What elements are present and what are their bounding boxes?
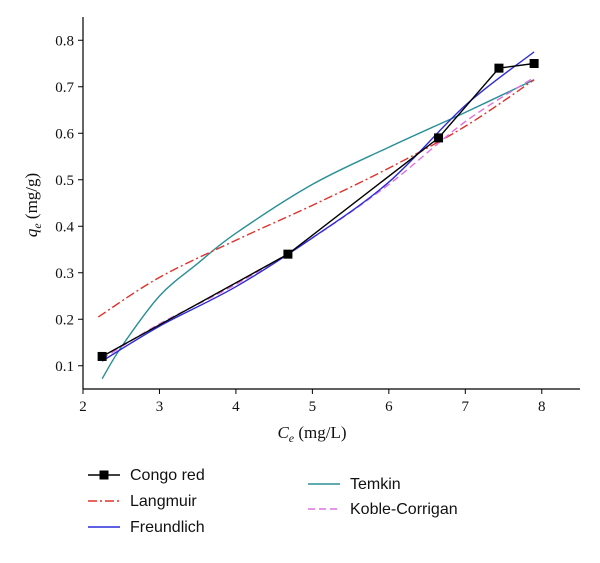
legend: Congo red Langmuir Freundlich Temkin Koble-C…	[88, 467, 458, 536]
legend-label-freundlich: Freundlich	[130, 519, 205, 536]
y-tick-label: 0.6	[55, 126, 74, 142]
legend-label-koble-corrigan: Koble-Corrigan	[350, 501, 458, 518]
x-tick-label: 3	[156, 399, 164, 415]
axes	[82, 17, 580, 390]
x-axis-unit: (mg/L)	[294, 423, 346, 442]
x-tick-label: 7	[462, 399, 470, 415]
series-freundlich-line	[101, 51, 535, 362]
ticks: 2 3 4 5 6 7 8 0.1 0.2 0.3 0.4 0.5 0.6 0.7 0.8	[55, 33, 545, 415]
legend-marker-congo-red	[99, 470, 109, 480]
series-temkin-line	[101, 79, 535, 380]
y-tick-label: 0.3	[55, 266, 74, 282]
x-tick-label: 6	[385, 399, 393, 415]
y-tick-label: 0.2	[55, 312, 74, 328]
x-axis-symbol: C	[277, 423, 289, 442]
y-tick-label: 0.8	[55, 33, 74, 49]
legend-label-congo-red: Congo red	[130, 467, 205, 484]
y-axis-subscript: e	[30, 223, 44, 229]
legend-item-langmuir: Langmuir	[88, 493, 197, 510]
legend-item-temkin: Temkin	[308, 476, 401, 493]
legend-label-temkin: Temkin	[350, 476, 401, 493]
legend-item-congo-red: Congo red	[88, 467, 205, 484]
legend-label-langmuir: Langmuir	[130, 493, 197, 510]
series-congo-red-point	[494, 63, 504, 73]
legend-item-koble-corrigan: Koble-Corrigan	[308, 501, 458, 518]
y-tick-label: 0.1	[55, 359, 74, 375]
series-langmuir-line	[97, 79, 535, 318]
x-axis-title: Ce (mg/L)	[277, 423, 346, 445]
x-tick-label: 2	[79, 399, 87, 415]
x-tick-label: 5	[309, 399, 317, 415]
series-congo-red-point	[529, 59, 539, 68]
y-axis-unit: (mg/g)	[22, 173, 41, 224]
x-tick-label: 4	[232, 399, 240, 415]
y-axis-symbol: q	[22, 228, 41, 237]
series-congo-red-point	[97, 351, 107, 361]
y-tick-label: 0.5	[55, 173, 74, 189]
legend-item-freundlich: Freundlich	[88, 519, 205, 536]
x-tick-label: 8	[538, 399, 546, 415]
series-layer	[97, 51, 539, 380]
x-axis-subscript: e	[289, 431, 295, 445]
series-congo-red-point	[434, 133, 444, 143]
y-tick-label: 0.4	[55, 219, 74, 235]
y-tick-label: 0.7	[55, 80, 74, 96]
series-congo-red-point	[283, 249, 293, 259]
y-axis-title: qe (mg/g)	[22, 173, 44, 237]
